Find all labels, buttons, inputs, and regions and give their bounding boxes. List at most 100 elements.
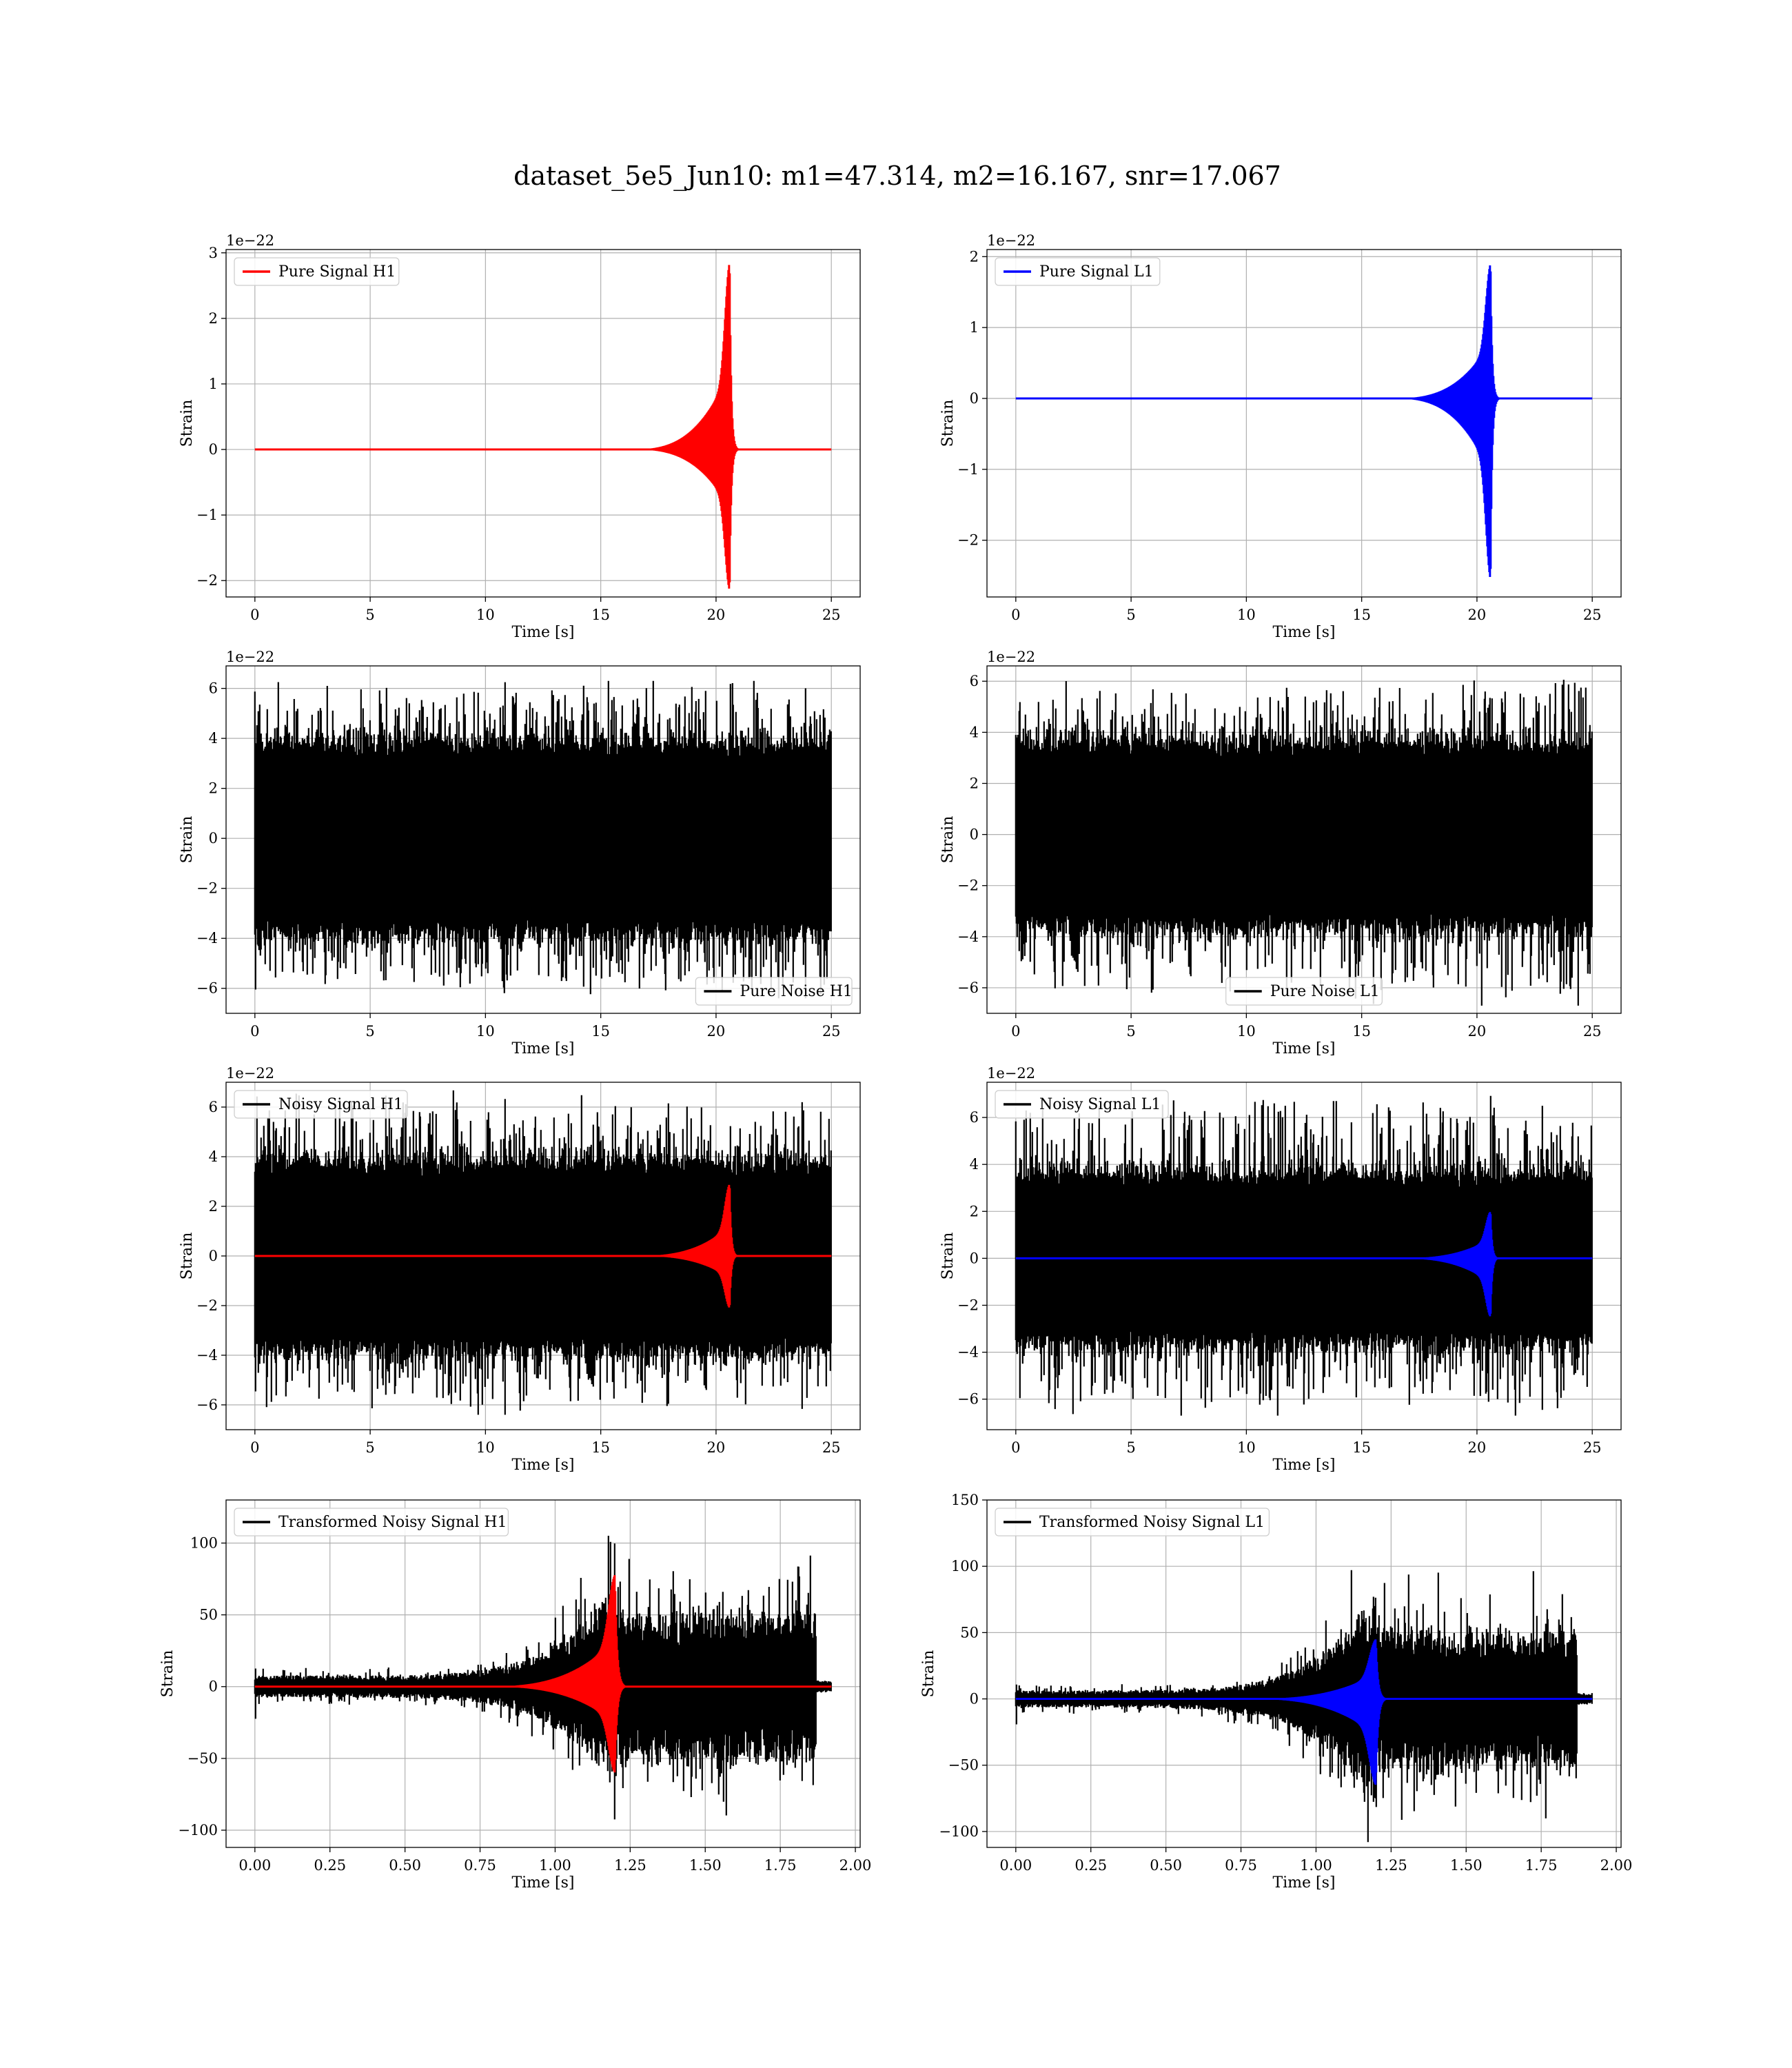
x-tick-label: 10: [476, 1023, 495, 1040]
y-tick-label: 6: [209, 680, 218, 697]
y-tick-label: −6: [196, 1397, 218, 1413]
x-tick-label: 0: [1011, 607, 1020, 623]
plot-area: [1015, 1570, 1593, 1843]
legend: Transformed Noisy Signal H1: [234, 1508, 509, 1537]
legend: Pure Signal H1: [234, 257, 400, 286]
y-tick-label: 4: [209, 1148, 218, 1165]
grid: [226, 250, 860, 597]
legend-box: [995, 1090, 1169, 1119]
y-tick-label: 1: [970, 319, 979, 336]
x-tick-label: 1.00: [1300, 1857, 1332, 1874]
plot-area: [254, 1535, 832, 1820]
y-tick-label: 0: [970, 1691, 979, 1707]
legend-box: [995, 257, 1161, 286]
x-tick-label: 0: [250, 607, 259, 623]
panel-top-left: 0 5 10 15 20 25 −2 −1 0 1 2 3 Time [s] Strain 1e−22Pur…: [179, 232, 861, 641]
panel-row2-left: 0 5 10 15 20 25 −6 −4 −2 0 2 4 6 Time [s] Strain 1e−22 P…: [179, 649, 861, 1057]
y-tick-label: −2: [957, 878, 979, 894]
x-tick-label: 0.75: [1225, 1857, 1257, 1874]
axes-frame: [986, 249, 1622, 598]
series-pure-noise-l1: [1015, 680, 1593, 1006]
y-tick-label: 4: [970, 724, 979, 740]
y-tick-label: 6: [209, 1099, 218, 1115]
legend-box: [695, 977, 853, 1006]
x-axis-label: Time [s]: [1272, 1040, 1335, 1057]
x-tick-label: 5: [1126, 1439, 1135, 1456]
series-chirp-overlay: [254, 1575, 832, 1773]
x-tick-label: 15: [1352, 1439, 1371, 1456]
x-tick-label: 0.25: [314, 1857, 346, 1874]
offset-label: 1e−22: [987, 1065, 1035, 1082]
y-tick-label: −6: [957, 980, 979, 996]
y-axis-label: Strain: [179, 400, 196, 447]
x-tick-label: 1.75: [1525, 1857, 1558, 1874]
y-tick-label: 4: [970, 1156, 979, 1173]
y-tick-label: 50: [199, 1607, 218, 1623]
y-tick-label: −4: [196, 930, 218, 946]
x-tick-label: 5: [365, 1023, 374, 1040]
axes-frame: [225, 249, 861, 598]
x-tick-label: 10: [476, 607, 495, 623]
x-tick-label: 0.00: [238, 1857, 271, 1874]
y-tick-label: 4: [209, 730, 218, 747]
x-tick-label: 0.50: [389, 1857, 421, 1874]
legend-label: Pure Signal H1: [278, 263, 396, 281]
panel-bottom-left: 0.00 0.25 0.50 0.75 1.00 1.25 1.50 1.75 2.00 −100…: [159, 1499, 871, 1892]
x-tick-label: 5: [1126, 1023, 1135, 1040]
y-tick-label: 0: [970, 1250, 979, 1266]
x-tick-label: 20: [1468, 607, 1487, 623]
legend-box: [995, 1508, 1270, 1537]
x-tick-label: 10: [476, 1439, 495, 1456]
panel-row2-right: 0 5 10 15 20 25 −6 −4 −2 0 2 4 6 Time [s] Strain 1e−22 P…: [939, 649, 1622, 1057]
y-tick-label: 6: [970, 1109, 979, 1126]
y-tick-label: −2: [196, 1297, 218, 1314]
legend-label: Transformed Noisy Signal L1: [1039, 1514, 1265, 1531]
x-tick-label: 0.50: [1150, 1857, 1182, 1874]
y-tick-label: 0: [209, 1248, 218, 1264]
legend: Pure Signal L1: [995, 257, 1161, 286]
y-tick-label: −2: [957, 1297, 979, 1314]
axes-frame: [986, 665, 1622, 1014]
offset-label: 1e−22: [987, 232, 1035, 249]
y-tick-label: 2: [970, 1203, 979, 1219]
x-tick-label: 25: [822, 1023, 841, 1040]
y-tick-label: −4: [196, 1347, 218, 1364]
y-tick-label: −2: [957, 532, 979, 549]
y-tick-label: −2: [196, 572, 218, 589]
series-noisy-signal-l1: [1015, 1095, 1593, 1416]
series-noisy-signal-h1: [254, 1090, 832, 1415]
plot-area: [254, 1090, 832, 1415]
offset-label: 1e−22: [987, 649, 1035, 665]
x-tick-label: 1.25: [1375, 1857, 1407, 1874]
legend: Noisy Signal H1: [234, 1090, 408, 1119]
x-tick-label: 10: [1237, 1439, 1256, 1456]
x-tick-label: 1.50: [1450, 1857, 1483, 1874]
x-tick-label: 25: [822, 1439, 841, 1456]
y-tick-label: −100: [939, 1823, 979, 1840]
offset-label: 1e−22: [226, 649, 274, 665]
x-tick-label: 20: [1468, 1439, 1487, 1456]
y-tick-label: 100: [190, 1534, 218, 1551]
plot-area: [254, 680, 832, 999]
y-tick-label: 100: [951, 1558, 979, 1574]
legend-label: Pure Signal L1: [1039, 263, 1154, 281]
x-tick-label: 0.00: [999, 1857, 1032, 1874]
axes-frame: [986, 1082, 1622, 1430]
x-axis-label: Time [s]: [511, 1874, 574, 1892]
x-tick-label: 20: [1468, 1023, 1487, 1040]
y-axis-label: Strain: [159, 1650, 176, 1698]
x-tick-label: 25: [1583, 607, 1602, 623]
x-axis-label: Time [s]: [511, 624, 574, 641]
y-tick-label: 150: [951, 1492, 979, 1508]
y-tick-label: 50: [960, 1624, 979, 1641]
x-tick-label: 20: [707, 1439, 726, 1456]
legend: Transformed Noisy Signal L1: [995, 1508, 1270, 1537]
y-axis-label: Strain: [179, 816, 196, 864]
y-tick-label: 2: [970, 775, 979, 791]
x-tick-label: 10: [1237, 1023, 1256, 1040]
x-tick-label: 20: [707, 607, 726, 623]
legend-label: Pure Noise H1: [740, 983, 853, 1000]
panel-top-right: 0 5 10 15 20 25 −2 −1 0 1 2 Time [s] Strain 1e−22Pure…: [939, 232, 1622, 641]
panel-row3-left: 0 5 10 15 20 25 −6 −4 −2 0 2 4 6 Time [s] Strain 1e−22N…: [179, 1065, 861, 1474]
